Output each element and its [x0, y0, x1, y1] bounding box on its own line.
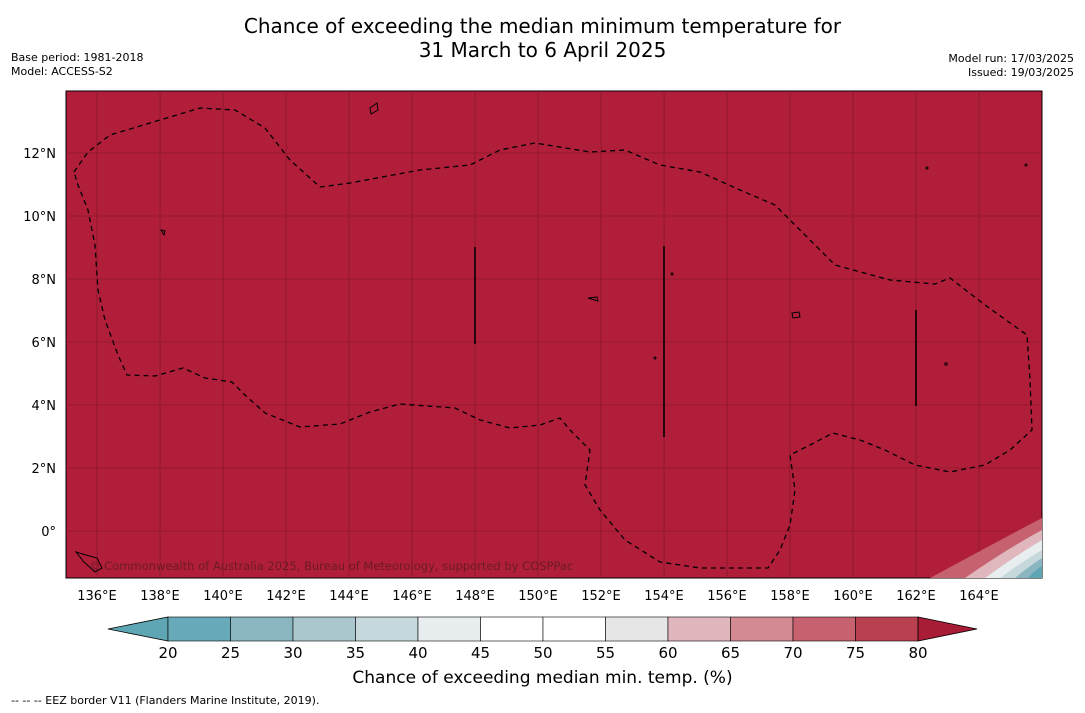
- meta-right: Model run: 17/03/2025 Issued: 19/03/2025: [948, 52, 1074, 80]
- longitude-label: 164°E: [959, 589, 999, 604]
- colorbar-segment: [542, 616, 606, 642]
- colorbar-tick-label: 25: [221, 644, 240, 662]
- colorbar-tick-label: 45: [471, 644, 490, 662]
- model-name: Model: ACCESS-S2: [11, 65, 113, 78]
- latitude-label: 12°N: [23, 147, 56, 162]
- longitude-label: 142°E: [266, 589, 306, 604]
- latitude-label: 8°N: [32, 273, 57, 288]
- latitude-labels: 12°N 10°N 8°N 6°N 4°N 2°N 0°: [23, 147, 56, 540]
- longitude-label: 152°E: [581, 589, 621, 604]
- low-probability-corner: [930, 518, 1042, 578]
- longitude-label: 160°E: [833, 589, 873, 604]
- colorbar-segment: [730, 616, 794, 642]
- longitude-label: 144°E: [329, 589, 369, 604]
- longitude-labels: 136°E 138°E 140°E 142°E 144°E 146°E 148°E 150°E…: [77, 589, 999, 604]
- colorbar-segment: [292, 616, 356, 642]
- issued-date: Issued: 19/03/2025: [967, 66, 1074, 79]
- island-features: [74, 102, 1028, 573]
- meta-left: Base period: 1981-2018 Model: ACCESS-S2: [11, 51, 143, 79]
- map-title: Chance of exceeding the median minimum t…: [0, 14, 1085, 62]
- longitude-label: 150°E: [518, 589, 558, 604]
- colorbar-tick-label: 40: [408, 644, 427, 662]
- longitude-label: 136°E: [77, 589, 117, 604]
- colorbar-segment: [417, 616, 481, 642]
- longitude-label: 156°E: [707, 589, 747, 604]
- title-line-2: 31 March to 6 April 2025: [418, 38, 667, 62]
- base-period: Base period: 1981-2018: [11, 51, 144, 64]
- colorbar-tick-label: 65: [721, 644, 740, 662]
- colorbar-segment: [605, 616, 669, 642]
- colorbar-segment: [167, 616, 231, 642]
- latitude-label: 0°: [41, 525, 56, 540]
- colorbar-tick-label: 20: [158, 644, 177, 662]
- colorbar-extend-low: [107, 616, 169, 642]
- longitude-label: 148°E: [455, 589, 495, 604]
- colorbar-segment: [480, 616, 544, 642]
- colorbar-segment: [355, 616, 419, 642]
- longitude-label: 158°E: [770, 589, 810, 604]
- model-run: Model run: 17/03/2025: [948, 52, 1074, 65]
- colorbar-tick-label: 50: [533, 644, 552, 662]
- longitude-label: 146°E: [392, 589, 432, 604]
- map-fill: [65, 90, 1043, 579]
- colorbar-tick-label: 60: [658, 644, 677, 662]
- map-gridlines: [66, 91, 1042, 578]
- longitude-label: 162°E: [896, 589, 936, 604]
- copyright-text: © Commonwealth of Australia 2025, Bureau…: [89, 559, 573, 573]
- title-line-1: Chance of exceeding the median minimum t…: [243, 14, 842, 38]
- colorbar-segment: [792, 616, 856, 642]
- colorbar-tick-label: 30: [283, 644, 302, 662]
- colorbar: [107, 616, 978, 642]
- eez-border: [73, 107, 1033, 569]
- longitude-label: 154°E: [644, 589, 684, 604]
- latitude-label: 10°N: [23, 210, 56, 225]
- colorbar-tick-label: 75: [846, 644, 865, 662]
- colorbar-tick-label: 70: [783, 644, 802, 662]
- latitude-label: 4°N: [32, 399, 57, 414]
- colorbar-tick-label: 55: [596, 644, 615, 662]
- colorbar-segment: [230, 616, 294, 642]
- eez-legend-footer: -- -- -- EEZ border V11 (Flanders Marine…: [11, 694, 320, 707]
- colorbar-label: Chance of exceeding median min. temp. (%…: [352, 668, 733, 688]
- colorbar-ticks: 20 25 30 35 40 45 50 55 60 65 70 75 80: [158, 644, 927, 662]
- colorbar-tick-label: 35: [346, 644, 365, 662]
- latitude-label: 2°N: [32, 462, 57, 477]
- latitude-label: 6°N: [32, 336, 57, 351]
- longitude-label: 140°E: [203, 589, 243, 604]
- longitude-label: 138°E: [140, 589, 180, 604]
- colorbar-tick-label: 80: [908, 644, 927, 662]
- colorbar-segment: [667, 616, 731, 642]
- colorbar-segment: [855, 616, 919, 642]
- colorbar-extend-high: [917, 616, 978, 642]
